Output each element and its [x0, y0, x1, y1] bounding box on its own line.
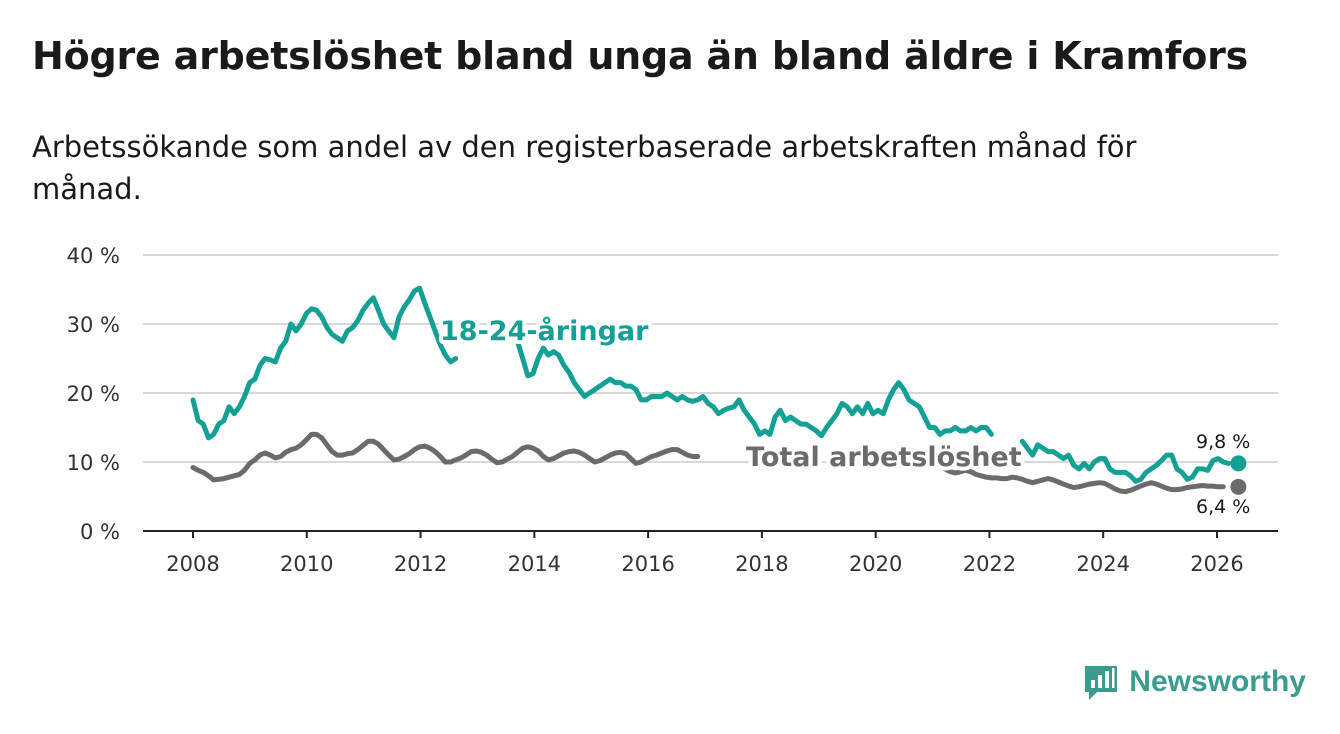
- x-tick-label: 2022: [963, 552, 1016, 576]
- y-tick-label: 20 %: [67, 382, 120, 406]
- end-marker-youth: [1230, 455, 1247, 472]
- line-chart: 0 % 10 % 20 % 30 % 40 % 2008 2010 2012 2014 2016…: [67, 244, 1278, 576]
- chart-subtitle: Arbetssökande som andel av den registerb…: [32, 130, 1137, 206]
- end-marker-total: [1230, 478, 1247, 495]
- x-tick-label: 2018: [735, 552, 788, 576]
- series-line: [942, 466, 1226, 495]
- x-tick-label: 2016: [621, 552, 674, 576]
- y-axis-ticks: 0 % 10 % 20 % 30 % 40 %: [67, 244, 120, 544]
- series-line: [1019, 438, 1231, 484]
- page-title: Högre arbetslöshet bland unga än bland ä…: [32, 34, 1249, 78]
- brand-name: Newsworthy: [1129, 665, 1306, 698]
- x-tick-label: 2024: [1076, 552, 1129, 576]
- end-value-youth: 9,8 %: [1196, 431, 1250, 453]
- y-tick-label: 30 %: [67, 313, 120, 337]
- series-lines: [190, 285, 1231, 495]
- x-tick-label: 2014: [508, 552, 561, 576]
- series-label-youth: 18-24-åringar: [440, 315, 649, 347]
- series-line: [190, 431, 701, 483]
- gridlines: [143, 254, 1278, 532]
- x-tick-label: 2020: [849, 552, 902, 576]
- series-line: [509, 321, 994, 439]
- y-tick-label: 0 %: [80, 520, 120, 544]
- x-tick-label: 2026: [1190, 552, 1243, 576]
- series-label-total: Total arbetslöshet: [746, 442, 1022, 473]
- y-tick-label: 10 %: [67, 451, 120, 475]
- end-value-total: 6,4 %: [1196, 496, 1250, 518]
- series-line: [190, 285, 459, 441]
- x-tick-label: 2010: [280, 552, 333, 576]
- x-tick-label: 2008: [166, 552, 219, 576]
- series-labels: 18-24-åringar Total arbetslöshet 9,8 % 6…: [436, 311, 1253, 521]
- end-markers: [1230, 455, 1247, 495]
- brand-logo: Newsworthy: [1083, 660, 1306, 704]
- y-tick-label: 40 %: [67, 244, 120, 268]
- x-axis-ticks: 2008 2010 2012 2014 2016 2018 2020 2022 2024 2026: [166, 531, 1244, 576]
- bar-chart-logo-icon: [1085, 666, 1118, 700]
- x-tick-label: 2012: [394, 552, 447, 576]
